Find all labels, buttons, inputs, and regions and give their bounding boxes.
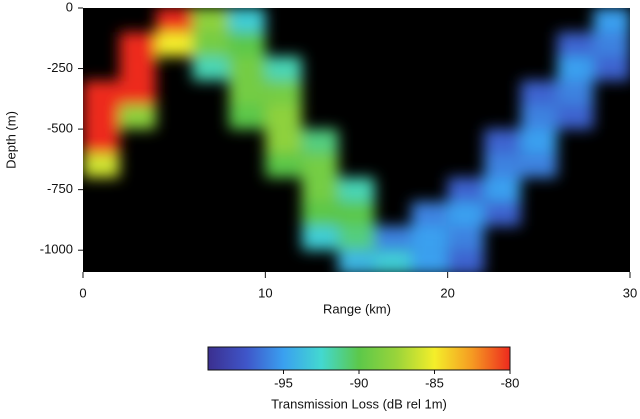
heatmap-cell — [520, 153, 558, 178]
heatmap-cell — [228, 56, 266, 81]
heatmap-cell — [301, 177, 339, 202]
heatmap-cell — [484, 201, 521, 226]
heatmap-cell — [557, 32, 594, 57]
x-axis-label: Range (km) — [323, 301, 391, 316]
heatmap-cell — [119, 32, 156, 57]
x-tick-label: 20 — [440, 285, 454, 300]
colorbar-tick-label: -95 — [274, 375, 293, 390]
y-tick-label: -250 — [47, 60, 73, 75]
heatmap-cell — [265, 80, 302, 105]
heatmap-cell — [411, 250, 448, 272]
x-tick-label: 0 — [79, 285, 86, 300]
colorbar-tick-label: -85 — [425, 375, 444, 390]
heatmap-cell — [83, 129, 120, 154]
heatmap-cell — [520, 80, 558, 105]
heatmap-cell — [265, 56, 302, 81]
heatmap-cell — [228, 80, 266, 105]
heatmap-cell — [192, 56, 229, 81]
heatmap — [83, 8, 630, 272]
colorbar — [207, 346, 511, 371]
heatmap-cell — [447, 177, 485, 202]
heatmap-cell — [520, 129, 558, 154]
heatmap-cell — [119, 56, 156, 81]
colorbar-label: Transmission Loss (dB rel 1m) — [271, 396, 447, 411]
heatmap-cell — [228, 32, 266, 57]
heatmap-cell — [83, 153, 120, 178]
x-tick-label: 30 — [623, 285, 637, 300]
heatmap-cell — [411, 225, 448, 251]
heatmap-cell — [301, 129, 339, 154]
heatmap-cell — [228, 8, 266, 33]
heatmap-cell — [83, 80, 120, 105]
heatmap-cell — [411, 201, 448, 226]
heatmap-cell — [338, 201, 375, 226]
heatmap-cell — [192, 32, 229, 57]
colorbar-tick-label: -80 — [501, 375, 520, 390]
heatmap-cell — [447, 225, 485, 251]
heatmap-cell — [484, 129, 521, 154]
heatmap-cell — [119, 104, 156, 130]
y-tick-label: -1000 — [40, 242, 73, 257]
heatmap-cell — [83, 104, 120, 130]
heatmap-cell — [557, 56, 594, 81]
heatmap-cell — [374, 225, 412, 251]
heatmap-cell — [301, 225, 339, 251]
heatmap-cell — [338, 177, 375, 202]
y-tick-label: -500 — [47, 121, 73, 136]
heatmap-cell — [265, 129, 302, 154]
heatmap-cell — [301, 153, 339, 178]
heatmap-cell — [484, 177, 521, 202]
heatmap-cell — [155, 8, 193, 33]
heatmap-cell — [265, 104, 302, 130]
heatmap-cell — [593, 8, 630, 33]
heatmap-cell — [593, 32, 630, 57]
heatmap-cell — [374, 250, 412, 272]
heatmap-cell — [520, 104, 558, 130]
heatmap-cell — [119, 80, 156, 105]
heatmap-cell — [447, 201, 485, 226]
heatmap-cell — [155, 32, 193, 57]
heatmap-cell — [338, 225, 375, 251]
x-tick-label: 10 — [258, 285, 272, 300]
heatmap-cell — [593, 56, 630, 81]
colorbar-tick-label: -90 — [350, 375, 369, 390]
heatmap-cell — [265, 153, 302, 178]
heatmap-cell — [557, 104, 594, 130]
heatmap-cell — [557, 80, 594, 105]
heatmap-cell — [301, 201, 339, 226]
heatmap-cell — [192, 8, 229, 33]
y-axis-label: Depth (m) — [3, 111, 18, 169]
y-tick-label: 0 — [66, 0, 73, 14]
heatmap-cell — [484, 153, 521, 178]
heatmap-cell — [447, 250, 485, 272]
heatmap-cell — [338, 250, 375, 272]
heatmap-cell — [228, 104, 266, 130]
y-tick-label: -750 — [47, 181, 73, 196]
